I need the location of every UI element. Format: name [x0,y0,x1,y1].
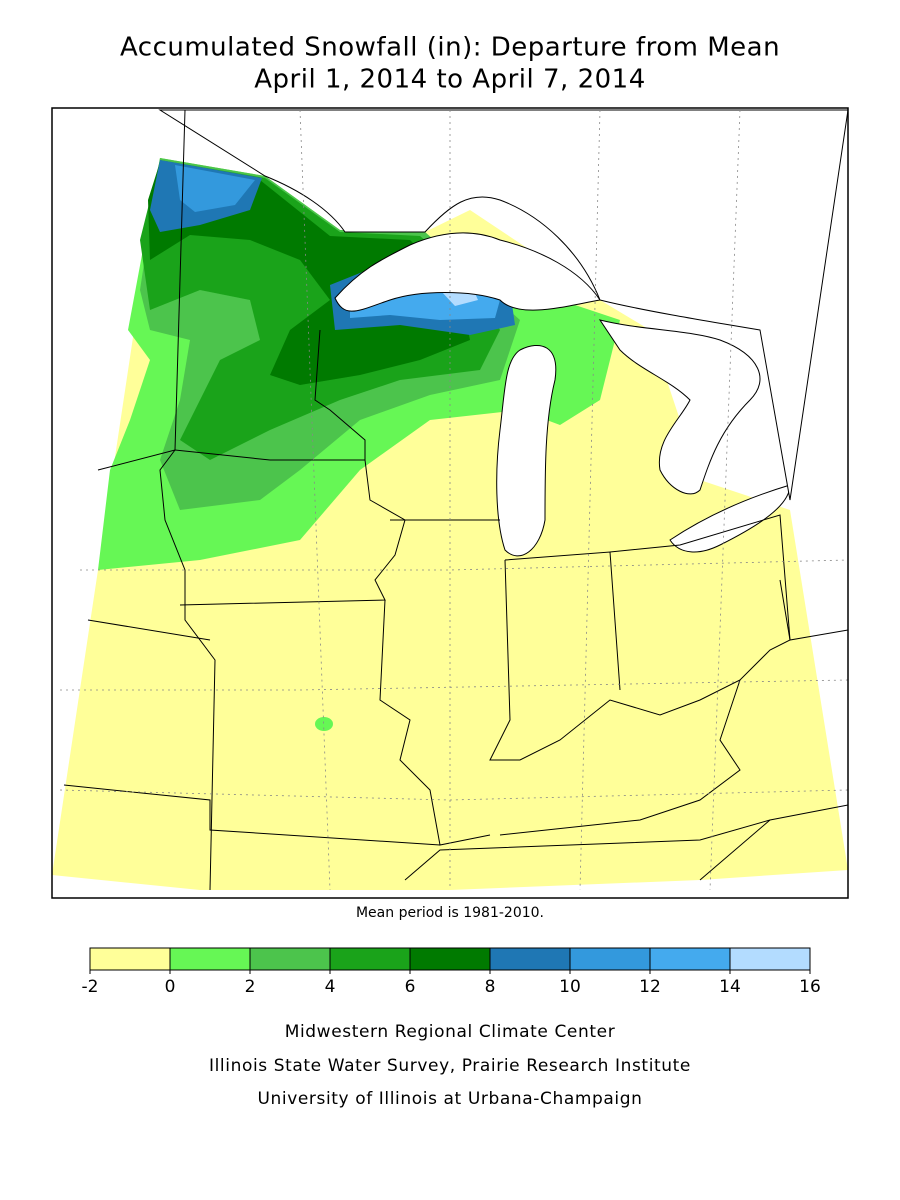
legend-tick-label: 4 [325,977,336,997]
legend-tick-label: 8 [485,977,496,997]
legend-tick-label: 14 [719,977,741,997]
legend-swatch [729,947,811,971]
state-border [499,679,741,836]
state-border [97,449,406,606]
state-border [489,559,791,761]
legend-tick-label: 0 [165,977,176,997]
legend-swatch [329,947,411,971]
state-border [63,784,441,846]
legend-swatch [249,947,331,971]
legend-swatch [89,947,171,971]
map-frame [51,107,849,899]
title: Accumulated Snowfall (in): Departure fro… [120,33,780,63]
field-6-8 [148,162,470,385]
credit-line: University of Illinois at Urbana-Champai… [257,1089,642,1109]
graticule [579,109,601,891]
state-border [87,619,211,641]
state-border [314,329,366,460]
state-border [159,109,216,891]
lake-erie [669,484,791,553]
state-border [379,599,491,846]
graticule [299,109,331,891]
legend-tick-label: 12 [639,977,661,997]
graticule [709,109,741,891]
legend-swatch [489,947,571,971]
legend-tick-label: 2 [245,977,256,997]
map-area [51,107,849,899]
legend-swatch [569,947,651,971]
mean-period-note: Mean period is 1981-2010. [356,905,544,921]
credit-line: Illinois State Water Survey, Prairie Res… [209,1056,691,1076]
legend-tick-label: 10 [559,977,581,997]
graticule [60,679,849,691]
state-border [609,514,849,641]
field-0-2 [315,717,333,731]
legend-tick-label: -2 [82,977,99,997]
legend-tick-label: 16 [799,977,821,997]
state-border [404,804,849,881]
subtitle: April 1, 2014 to April 7, 2014 [254,65,646,95]
legend: -2 0 2 4 6 8 10 12 14 16 [82,947,821,997]
legend-swatch [649,947,731,971]
state-border [699,819,771,881]
lake-huron [598,319,761,495]
legend-swatch [409,947,491,971]
field-10-12 [175,165,255,212]
legend-swatch [169,947,251,971]
canada-land [158,109,849,501]
credit-line: Midwestern Regional Climate Center [285,1022,616,1042]
legend-tick-label: 6 [405,977,416,997]
lake-michigan [496,345,557,557]
